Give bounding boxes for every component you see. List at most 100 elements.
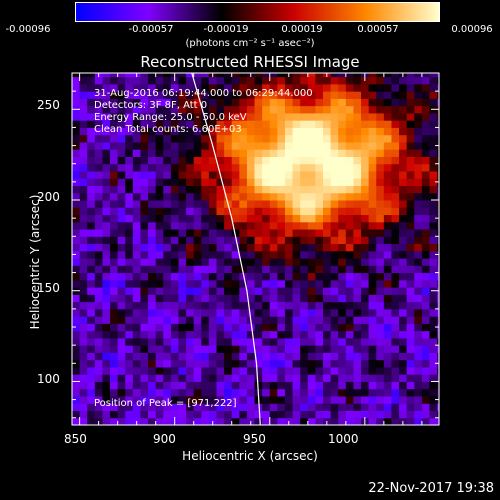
heatmap-cell — [140, 141, 149, 150]
heatmap-cell — [437, 388, 440, 397]
heatmap-cell — [345, 185, 354, 194]
heatmap-cell — [239, 323, 248, 332]
heatmap-cell — [353, 200, 362, 208]
heatmap-cell — [391, 141, 400, 150]
heatmap-cell — [155, 417, 164, 426]
heatmap-cell — [437, 192, 440, 201]
heatmap-cell — [338, 330, 347, 339]
heatmap-cell — [231, 141, 240, 150]
heatmap-cell — [125, 120, 134, 128]
heatmap-cell — [231, 192, 240, 201]
heatmap-cell — [186, 337, 195, 346]
heatmap-cell — [170, 250, 179, 259]
heatmap-cell — [361, 207, 370, 216]
heatmap-cell — [406, 403, 415, 411]
heatmap-cell — [231, 265, 240, 274]
heatmap-cell — [117, 98, 126, 107]
heatmap-cell — [140, 214, 149, 223]
heatmap-cell — [140, 185, 149, 194]
heatmap-cell — [353, 141, 362, 150]
heatmap-cell — [391, 236, 400, 245]
heatmap-cell — [277, 200, 286, 208]
heatmap-cell — [429, 221, 438, 230]
heatmap-cell — [437, 374, 440, 382]
heatmap-cell — [102, 395, 111, 404]
heatmap-cell — [125, 366, 134, 375]
heatmap-cell — [186, 73, 195, 78]
heatmap-cell — [148, 388, 157, 397]
heatmap-cell — [246, 258, 256, 266]
heatmap-cell — [383, 330, 392, 339]
heatmap-cell — [421, 192, 430, 201]
heatmap-cell — [414, 243, 423, 252]
heatmap-cell — [284, 76, 294, 85]
heatmap-cell — [148, 287, 157, 295]
heatmap-cell — [110, 221, 119, 230]
heatmap-cell — [117, 388, 126, 397]
heatmap-cell — [345, 265, 354, 274]
heatmap-cell — [406, 359, 415, 368]
heatmap-cell — [421, 323, 430, 332]
heatmap-cell — [330, 236, 339, 245]
heatmap-cell — [376, 323, 385, 332]
heatmap-cell — [79, 308, 88, 317]
heatmap-cell — [391, 301, 400, 310]
heatmap-cell — [391, 250, 400, 259]
heatmap-cell — [330, 272, 339, 281]
heatmap-cell — [148, 221, 157, 230]
heatmap-cell — [140, 345, 149, 353]
heatmap-cell — [345, 308, 354, 317]
heatmap-cell — [224, 185, 233, 194]
heatmap-cell — [216, 417, 225, 426]
heatmap-cell — [262, 178, 271, 186]
heatmap-cell — [208, 287, 218, 295]
heatmap-cell — [323, 156, 332, 165]
heatmap-cell — [338, 308, 347, 317]
heatmap-cell — [193, 316, 202, 324]
heatmap-cell — [246, 141, 256, 150]
heatmap-cell — [231, 73, 240, 78]
heatmap-cell — [284, 410, 294, 419]
heatmap-cell — [208, 156, 218, 165]
heatmap-cell — [102, 214, 111, 223]
heatmap-cell — [429, 156, 438, 165]
heatmap-cell — [117, 395, 126, 404]
heatmap-cell — [102, 272, 111, 281]
heatmap-cell — [231, 91, 240, 99]
heatmap-cell — [163, 127, 172, 136]
heatmap-cell — [132, 374, 141, 382]
heatmap-cell — [376, 127, 385, 136]
heatmap-cell — [87, 156, 96, 165]
heatmap-cell — [201, 250, 210, 259]
heatmap-cell — [429, 308, 438, 317]
heatmap-cell — [269, 163, 278, 172]
heatmap-cell — [437, 83, 440, 92]
heatmap-cell — [292, 105, 301, 114]
heatmap-cell — [353, 301, 362, 310]
heatmap-cell — [148, 279, 157, 288]
heatmap-cell — [125, 185, 134, 194]
heatmap-cell — [132, 265, 141, 274]
heatmap-cell — [345, 91, 354, 99]
heatmap-cell — [269, 410, 278, 419]
heatmap-cell — [421, 403, 430, 411]
heatmap-cell — [87, 337, 96, 346]
heatmap-cell — [262, 403, 271, 411]
heatmap-cell — [110, 366, 119, 375]
heatmap-cell — [216, 156, 225, 165]
heatmap-cell — [437, 272, 440, 281]
heatmap-cell — [292, 141, 301, 150]
heatmap-cell — [383, 120, 392, 128]
heatmap-cell — [353, 359, 362, 368]
heatmap-cell — [284, 345, 294, 353]
heatmap-cell — [262, 200, 271, 208]
heatmap-cell — [72, 112, 81, 121]
heatmap-cell — [292, 359, 301, 368]
heatmap-cell — [170, 374, 179, 382]
heatmap-cell — [414, 73, 423, 78]
heatmap-cell — [224, 134, 233, 143]
heatmap-cell — [345, 345, 354, 353]
heatmap-cell — [216, 214, 225, 223]
heatmap-cell — [315, 308, 324, 317]
heatmap-cell — [368, 229, 377, 237]
